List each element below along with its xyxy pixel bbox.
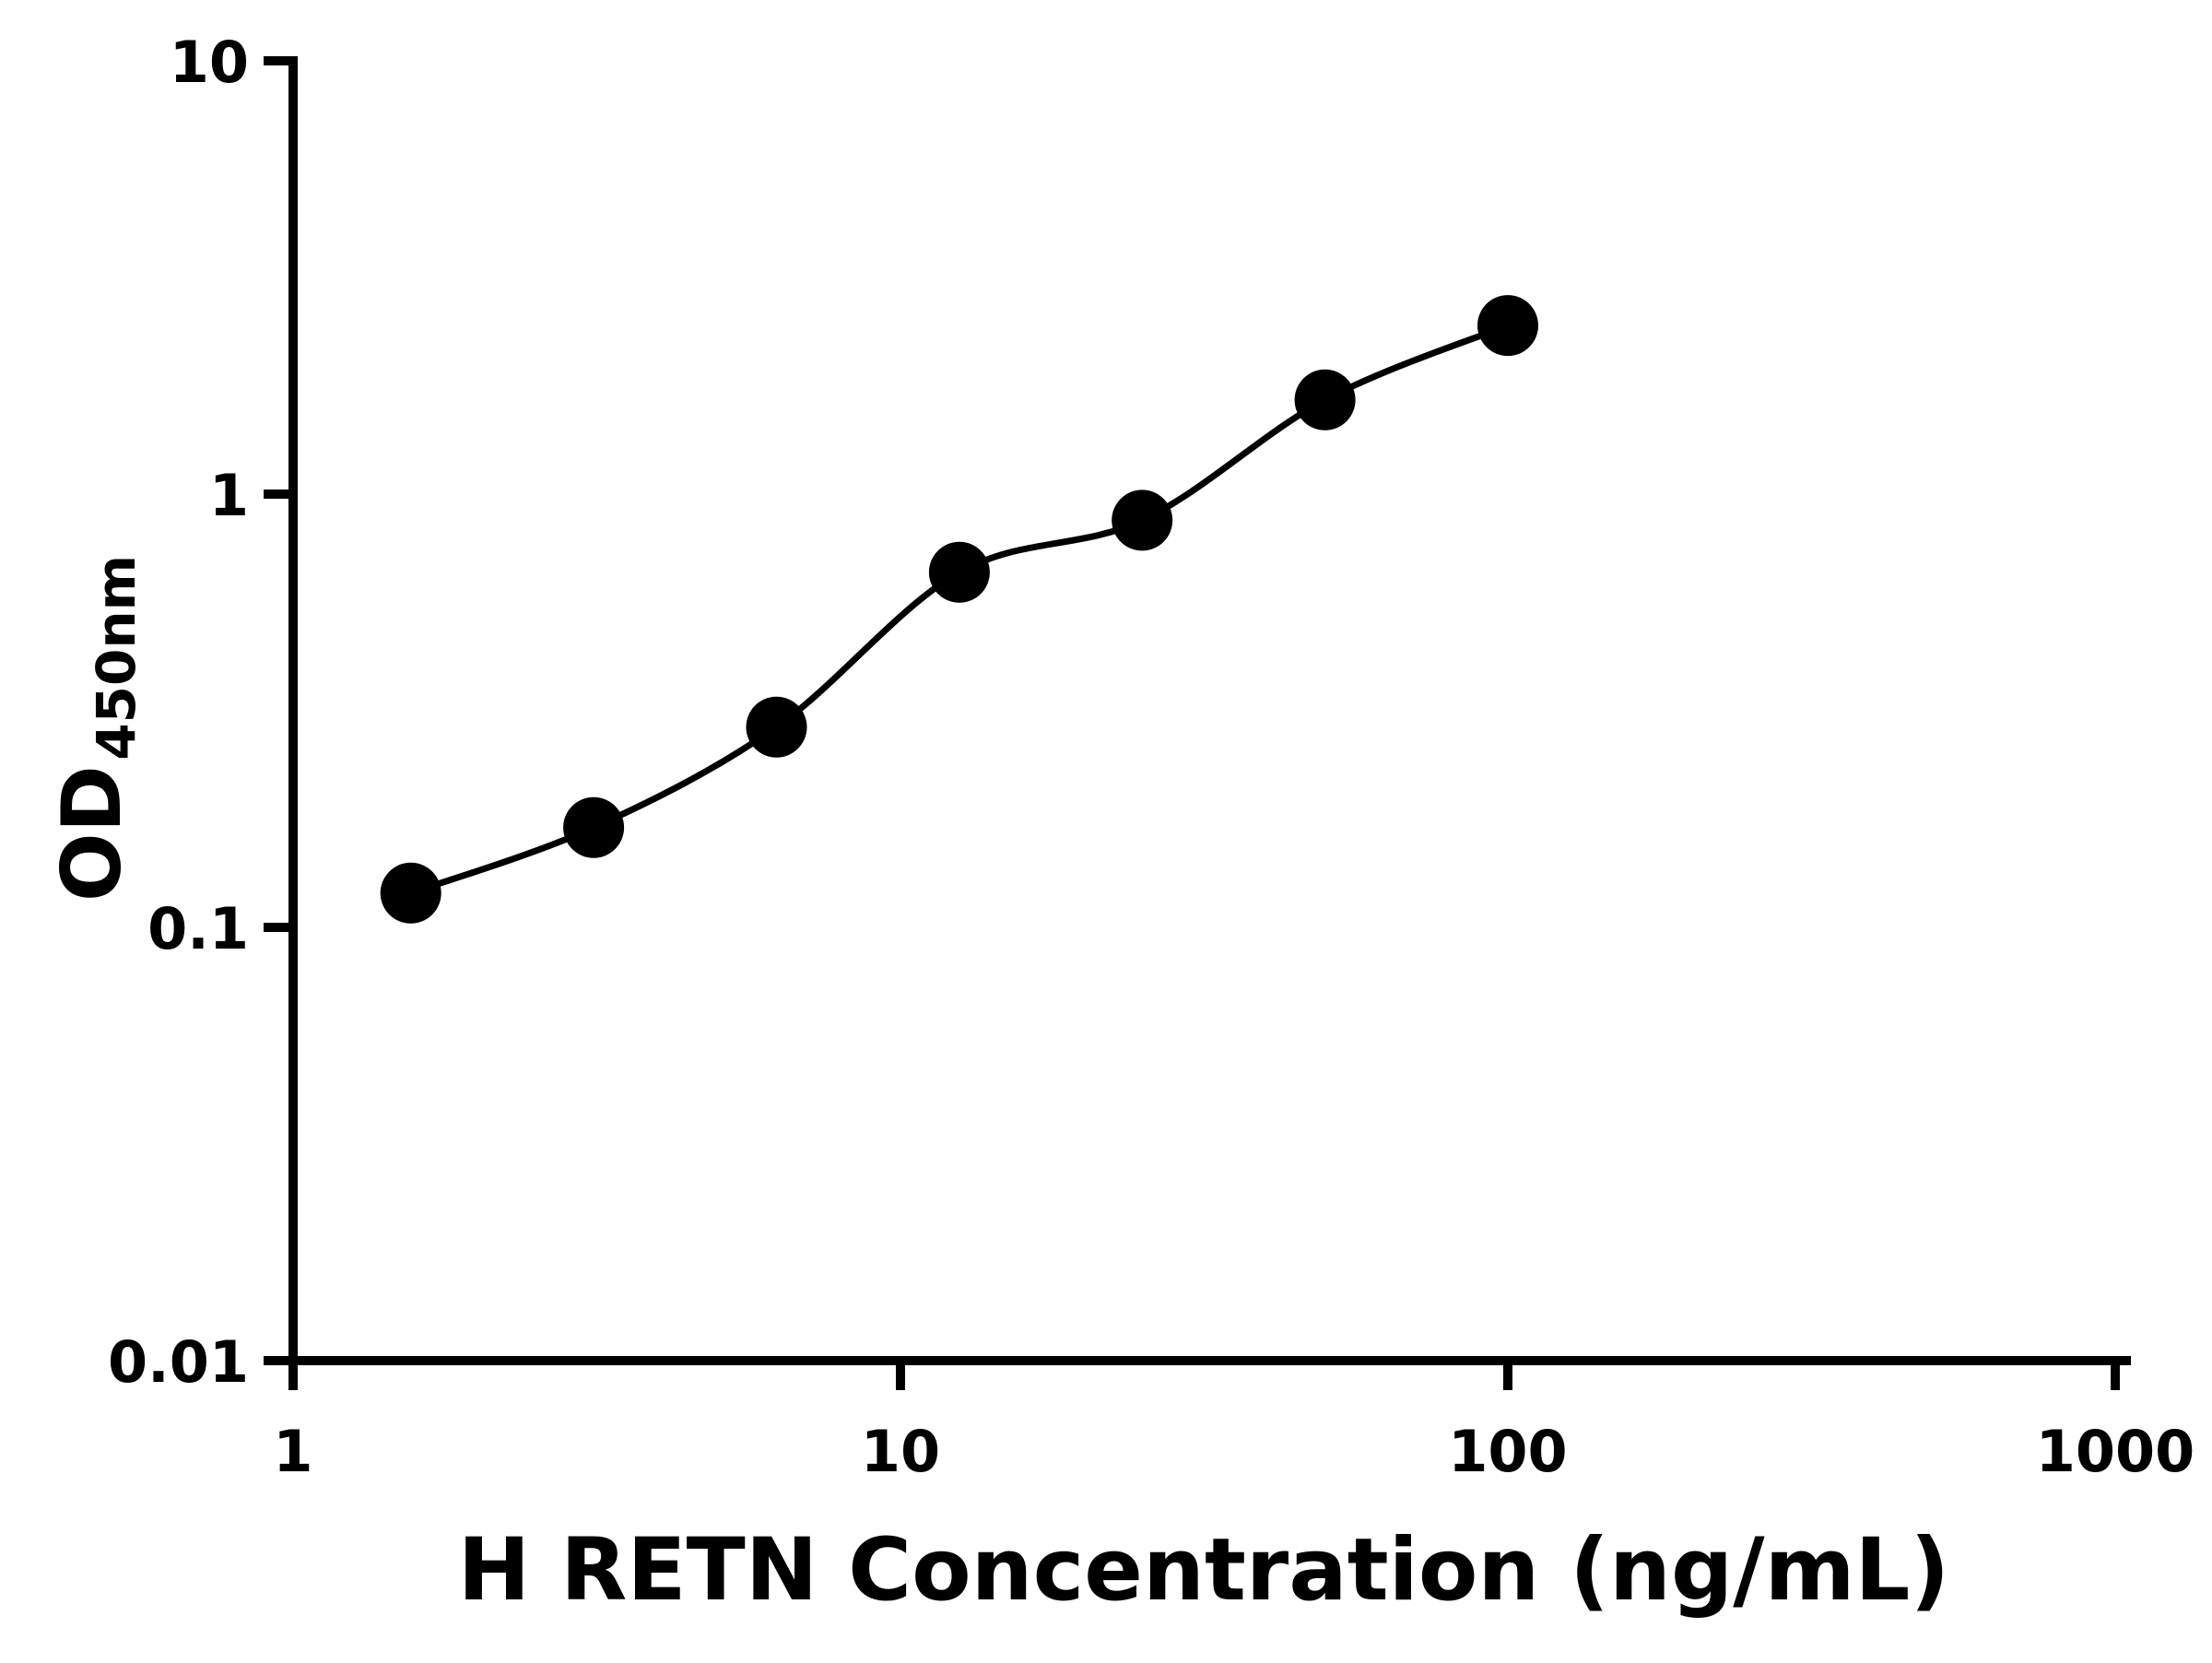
y-tick-label: 10 xyxy=(170,29,249,96)
x-tick-label: 1 xyxy=(273,1418,312,1485)
data-point-marker xyxy=(563,796,625,858)
data-point-marker xyxy=(1294,369,1356,430)
x-tick-label: 1000 xyxy=(2036,1418,2195,1485)
x-tick-label: 10 xyxy=(861,1418,940,1485)
x-axis-title: H RETN Concentration (ng/mL) xyxy=(458,1520,1950,1621)
data-point-marker xyxy=(1477,295,1538,357)
y-tick-label: 0.01 xyxy=(108,1328,249,1396)
data-point-marker xyxy=(928,541,990,603)
axes-layer: 1 10 100 1000 0.01 0.1 1 10 xyxy=(108,29,2194,1485)
y-axis-title: OD 450nm xyxy=(44,555,147,902)
y-axis-title-main: OD xyxy=(44,765,139,902)
y-axis-title-subscript: 450nm xyxy=(85,555,147,761)
y-tick-label: 1 xyxy=(209,462,249,529)
y-tick-label: 0.1 xyxy=(147,895,249,962)
data-point-marker xyxy=(380,862,441,924)
curve-and-points-layer xyxy=(380,295,1538,924)
data-point-marker xyxy=(746,696,807,758)
data-point-marker xyxy=(1112,489,1173,551)
x-tick-label: 100 xyxy=(1448,1418,1567,1485)
